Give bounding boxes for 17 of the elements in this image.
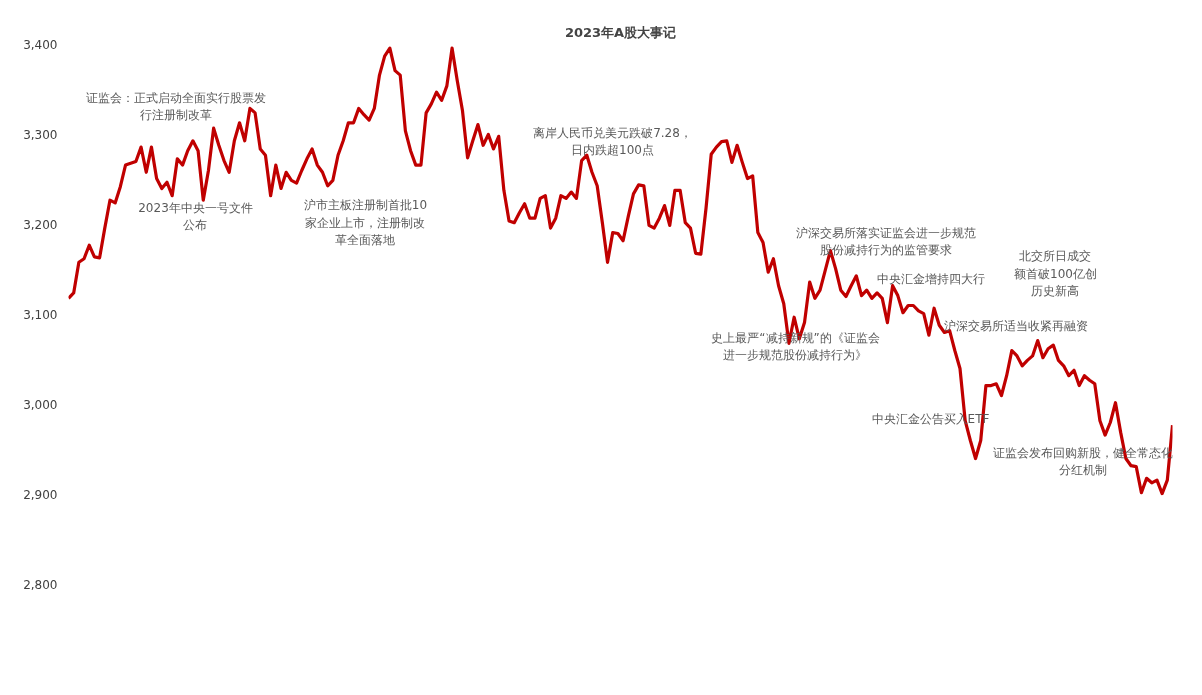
annotation: 沪深交易所适当收紧再融资	[943, 318, 1088, 333]
y-tick-label: 3,100	[23, 308, 58, 322]
y-tick-label: 3,300	[23, 128, 58, 142]
y-tick-label: 2,800	[23, 578, 58, 592]
annotation: 中央汇金增持四大行	[876, 271, 985, 286]
y-tick-label: 3,400	[23, 38, 58, 52]
annotation: 沪深交易所落实证监会进一步规范股份减持行为的监管要求	[795, 225, 976, 258]
annotation: 沪市主板注册制首批10家企业上市，注册制改革全面落地	[303, 198, 428, 247]
annotation: 2023年中央一号文件公布	[138, 200, 253, 233]
y-tick-label: 2,900	[23, 488, 58, 502]
y-tick-label: 3,000	[23, 398, 58, 412]
annotation: 证监会：正式启动全面实行股票发行注册制改革	[85, 90, 266, 123]
chart-title: 2023年A股大事记	[564, 24, 677, 40]
annotation: 离岸人民币兑美元跌破7.28，日内跌超100点	[533, 125, 692, 158]
y-tick-label: 3,200	[23, 218, 58, 232]
line-series	[68, 46, 1173, 496]
annotation: 北交所日成交额首破100亿创历史新高	[1014, 249, 1097, 298]
